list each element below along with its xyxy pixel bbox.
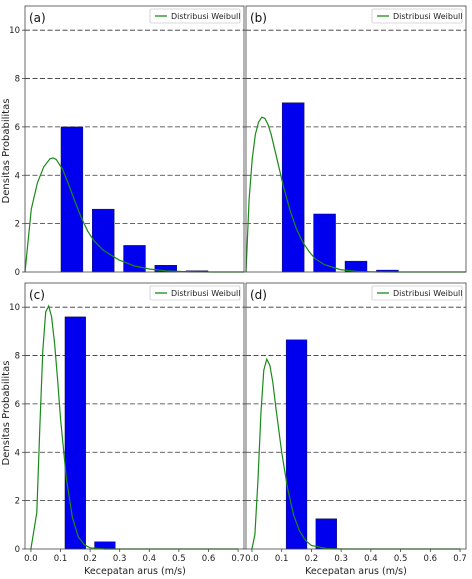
y-tick-label-a-0: 0 — [15, 268, 20, 278]
y-tick-label-c-4: 4 — [15, 448, 20, 458]
x-tick-label-c-07: 0.7 — [231, 554, 245, 564]
bar-b-1 — [313, 213, 336, 273]
x-tick-label-d-02: 0.2 — [305, 554, 319, 564]
y-tick-label-a-10: 10 — [9, 26, 20, 36]
weibull-line-b — [245, 116, 466, 273]
y-tick-label-c-2: 2 — [15, 497, 20, 507]
x-tick-label-c-04: 0.4 — [143, 554, 157, 564]
x-tick-label-d-04: 0.4 — [364, 554, 378, 564]
y-tick-label-a-4: 4 — [15, 171, 20, 181]
legend-label-d: Distribusi Weibull — [393, 289, 462, 298]
weibull-line-c — [30, 304, 239, 550]
x-tick-label-c-05: 0.5 — [172, 554, 186, 564]
legend-label-a: Distribusi Weibull — [171, 12, 240, 21]
bar-d-0 — [285, 339, 308, 550]
y-tick-label-c-6: 6 — [15, 400, 20, 410]
x-tick-label-c-03: 0.3 — [113, 554, 127, 564]
plot-frame-a — [24, 5, 245, 273]
legend-c: Distribusi Weibull — [149, 285, 241, 301]
weibull-line-d — [251, 357, 461, 550]
panel-b: (b) Distribusi Weibull — [243, 5, 467, 273]
panel-label-c: (c) — [29, 288, 45, 302]
bar-c-0 — [64, 316, 86, 550]
y-tick-label-a-8: 8 — [15, 75, 20, 85]
legend-label-b: Distribusi Weibull — [393, 12, 462, 21]
y-tick-label-c-10: 10 — [9, 303, 20, 313]
x-axis-label-left: Kecepatan arus (m/s) — [84, 566, 186, 577]
x-axis-label-right: Kecepatan arus (m/s) — [305, 566, 407, 577]
legend-box-b — [371, 8, 463, 24]
weibull-line-a — [24, 157, 244, 273]
y-tick-label-a-2: 2 — [15, 220, 20, 230]
x-tick-label-d-07: 0.7 — [453, 554, 467, 564]
bar-d-1 — [315, 518, 337, 550]
panel-label-a: (a) — [29, 11, 46, 25]
x-tick-label-d-03: 0.3 — [334, 554, 348, 564]
legend-b: Distribusi Weibull — [371, 8, 463, 24]
panel-label-b: (b) — [250, 11, 267, 25]
legend-d: Distribusi Weibull — [371, 285, 463, 301]
x-tick-label-d-00: 0.0 — [245, 554, 259, 564]
y-tick-label-c-8: 8 — [15, 352, 20, 362]
x-tick-label-c-06: 0.6 — [202, 554, 216, 564]
x-tick-label-c-02: 0.2 — [83, 554, 97, 564]
x-tick-label-c-00: 0.0 — [24, 554, 38, 564]
panel-label-d: (d) — [250, 288, 267, 302]
legend-box-d — [371, 285, 463, 301]
x-tick-label-d-01: 0.1 — [275, 554, 289, 564]
legend-a: Distribusi Weibull — [149, 8, 241, 24]
x-tick-label-c-01: 0.1 — [54, 554, 68, 564]
legend-label-c: Distribusi Weibull — [171, 289, 240, 298]
panel-a: 0 2 4 6 8 10 (a) Distribusi Weibull — [9, 5, 245, 278]
plot-frame-b — [245, 5, 467, 273]
y-axis-label-bottom: Densitas Probabilitas — [1, 361, 12, 466]
bar-b-0 — [281, 102, 305, 273]
panel-d: 0.0 0.1 0.2 0.3 0.4 0.5 0.6 0.7 (d) Distribusi We… — [243, 282, 467, 564]
legend-box-a — [149, 8, 241, 24]
y-tick-label-a-6: 6 — [15, 123, 20, 133]
plot-frame-c — [24, 282, 245, 550]
x-tick-label-d-06: 0.6 — [424, 554, 438, 564]
panel-c: 0 2 4 6 8 10 0.0 0.1 0.2 0.3 0.4 0.5 0.6 0.7 (c) Distri… — [9, 282, 245, 564]
y-axis-label-top: Densitas Probabilitas — [1, 99, 12, 204]
legend-box-c — [149, 285, 241, 301]
bar-a-0 — [60, 126, 84, 273]
bar-a-1 — [92, 208, 115, 273]
y-tick-label-c-0: 0 — [15, 545, 20, 555]
plot-frame-d — [245, 282, 467, 550]
x-tick-label-d-05: 0.5 — [394, 554, 408, 564]
